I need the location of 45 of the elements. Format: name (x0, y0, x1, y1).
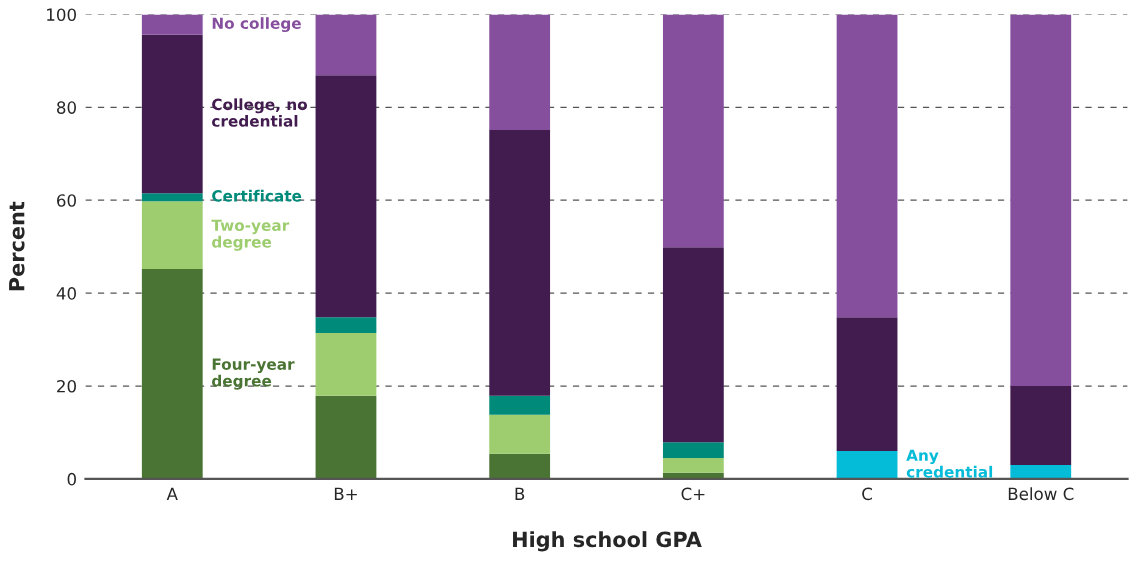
y-axis-title: Percent (9, 201, 25, 291)
bar (1010, 14, 1072, 387)
bar (1010, 386, 1072, 465)
bar (836, 14, 898, 318)
x-tick-label: B (515, 487, 525, 500)
bar (489, 395, 551, 415)
y-tick-label: 0 (67, 472, 76, 486)
bar (489, 14, 551, 131)
x-tick-label: B+ (334, 487, 357, 500)
bar (489, 414, 551, 454)
y-tick-label: 100 (47, 8, 76, 21)
x-tick-label: C+ (681, 487, 705, 501)
series-label: No college (212, 17, 301, 33)
bar (662, 247, 724, 443)
x-tick-label: Below C (1008, 487, 1074, 501)
bar (315, 395, 377, 479)
series-label: Two-year degree (211, 219, 290, 251)
x-tick-label: A (166, 487, 178, 500)
bar (141, 201, 203, 269)
bar (489, 453, 551, 479)
bar (662, 442, 724, 459)
y-tick-label: 40 (56, 287, 76, 300)
bar (836, 317, 898, 452)
bar (315, 317, 377, 334)
bar (141, 268, 203, 479)
series-label: Certificate (212, 189, 302, 202)
y-tick-label: 60 (57, 194, 76, 207)
bar (489, 130, 551, 396)
bar (141, 193, 203, 202)
bar (662, 14, 724, 248)
series-label: Any credential (906, 449, 993, 478)
bar (836, 451, 898, 479)
series-label: College, no credential (212, 98, 308, 127)
series-label: Four-year degree (212, 358, 295, 390)
bar (315, 333, 377, 396)
bar (1010, 464, 1072, 479)
bar (315, 14, 377, 76)
y-tick-label: 20 (57, 379, 76, 393)
bar (662, 458, 724, 473)
x-tick-label: C (862, 487, 872, 501)
bar (315, 75, 377, 318)
y-tick-label: 80 (57, 101, 76, 114)
bar (141, 14, 203, 35)
bar (141, 34, 203, 194)
x-axis-title: High school GPA (513, 531, 702, 552)
